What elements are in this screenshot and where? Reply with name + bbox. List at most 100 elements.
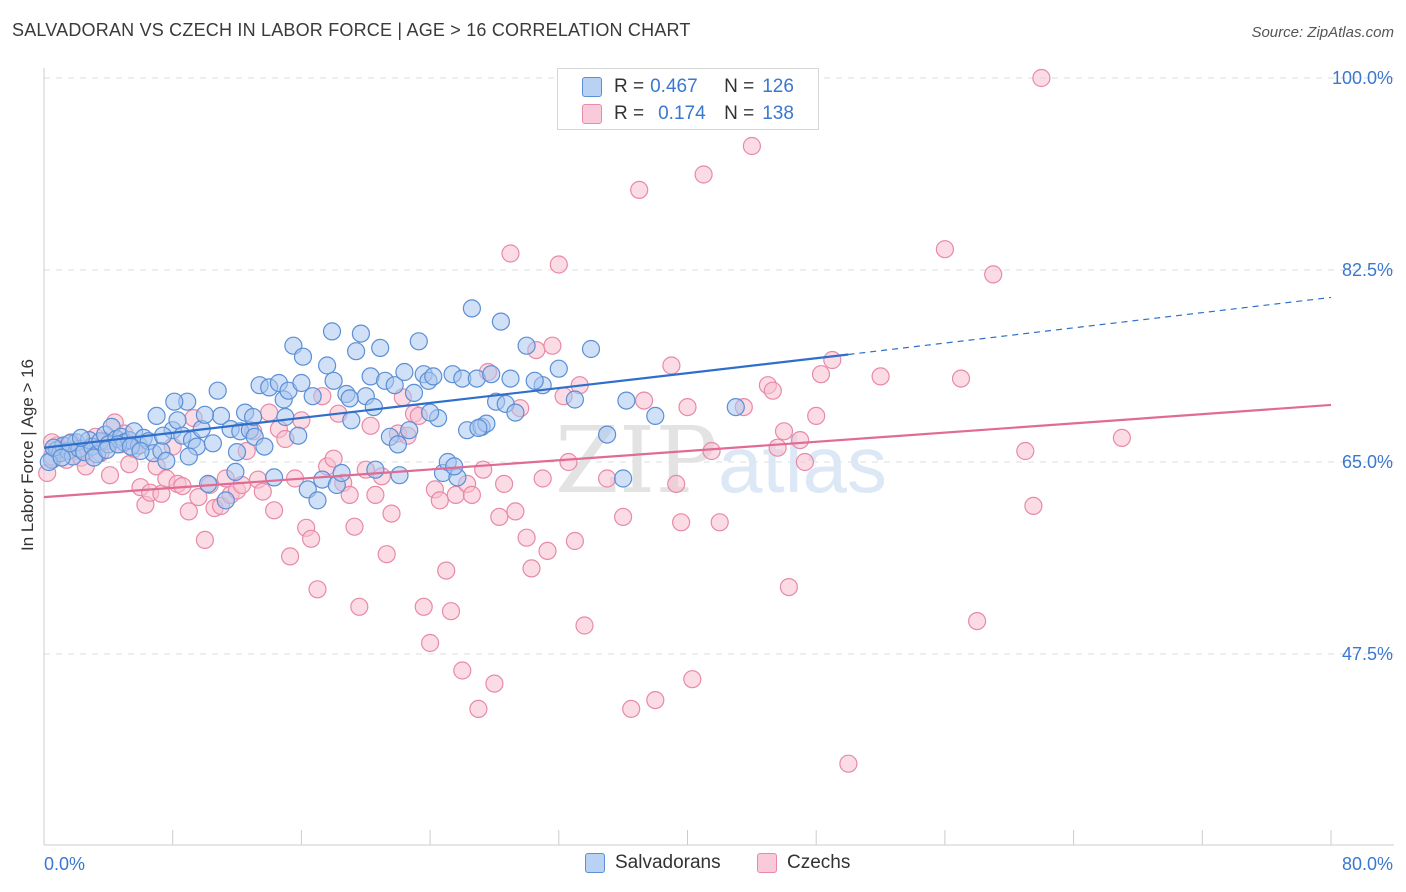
czechs-point <box>779 577 799 597</box>
watermark-zip: ZIP <box>555 407 717 514</box>
czechs-point <box>501 244 520 263</box>
salvadorans-point <box>131 441 150 461</box>
salvadorans-point <box>208 381 227 400</box>
czechs-point <box>179 502 198 521</box>
czechs-point <box>366 485 385 504</box>
salvadorans-point <box>265 468 284 487</box>
czechs-point <box>377 545 396 564</box>
czechs-point <box>308 580 327 599</box>
salvadorans-point <box>501 369 520 388</box>
salvadorans-point <box>255 437 274 456</box>
salvadorans-point <box>726 398 745 417</box>
salvadorans-point <box>203 434 222 453</box>
salvadorans-point <box>147 406 166 425</box>
czechs-point <box>350 597 369 616</box>
legend-item-salvadorans: Salvadorans <box>585 852 721 874</box>
czechs-point <box>613 507 633 527</box>
chart-title: SALVADORAN VS CZECH IN LABOR FORCE | AGE… <box>12 20 691 40</box>
czechs-point <box>967 611 987 631</box>
salvadorans-point <box>525 371 544 390</box>
tick-labels: 47.5% 65.0% 82.5% 100.0% 0.0% 80.0% <box>44 68 1393 874</box>
czechs-point <box>634 391 654 410</box>
czechs-point <box>253 482 272 501</box>
x-tick-label-max: 80.0% <box>1342 854 1393 874</box>
salvadorans-point <box>491 312 510 331</box>
salvadorans-point <box>597 425 617 444</box>
czechs-point <box>538 541 557 561</box>
legend-label-salvadorans: Salvadorans <box>615 852 721 873</box>
x-tick-label-min: 0.0% <box>44 854 85 874</box>
salvadorans-point <box>400 421 419 440</box>
czechs-point <box>742 136 762 156</box>
salvadorans-point <box>293 347 313 366</box>
czechs-point <box>683 670 702 689</box>
salvadorans-point <box>244 407 263 427</box>
czechs-point <box>345 517 364 536</box>
czechs-point <box>702 441 721 461</box>
salvadorans-trend-extension <box>848 296 1332 356</box>
salvadorans-point <box>646 406 665 425</box>
czechs-point <box>984 265 1003 284</box>
czechs-point <box>302 529 321 548</box>
czechs-point <box>1024 496 1043 515</box>
czechs-point <box>763 381 782 400</box>
n-key: N = <box>724 103 755 124</box>
y-axis-label: In Labor Force | Age > 16 <box>18 358 37 552</box>
czechs-point <box>597 469 617 488</box>
czechs-point <box>559 452 578 472</box>
czechs-point <box>1112 428 1132 447</box>
salvadorans-point <box>506 403 525 422</box>
czechs-point <box>324 449 343 468</box>
czechs-point <box>565 531 585 551</box>
y-tick-label: 100.0% <box>1332 68 1393 88</box>
salvadorans-point <box>424 367 443 386</box>
salvadorans-point <box>388 435 407 454</box>
salvadorans-point <box>409 332 428 351</box>
czechs-point <box>768 438 787 457</box>
n-key: N = <box>724 76 755 97</box>
czechs-point <box>462 485 481 504</box>
czechs-point <box>549 255 568 274</box>
chart-source: Source: ZipAtlas.com <box>1251 24 1394 41</box>
czechs-point <box>1032 68 1051 88</box>
salvadorans-point <box>308 491 327 510</box>
czechs-point <box>646 690 665 710</box>
salvadorans-point <box>332 463 351 483</box>
salvadorans-point <box>227 443 247 462</box>
czechs-point <box>790 431 810 450</box>
legend-row-czechs: R = 0.174 N = 138 <box>582 102 794 126</box>
czechs-point <box>382 504 401 523</box>
czechs-point <box>823 350 842 370</box>
salvadorans-point <box>322 322 342 341</box>
watermark: ZIP atlas <box>555 407 887 514</box>
czechs-point <box>430 491 449 510</box>
czechs-swatch <box>582 104 602 124</box>
salvadorans-point <box>276 407 295 427</box>
salvadorans-point <box>517 336 536 355</box>
salvadorans-point <box>395 362 414 382</box>
czechs-point <box>414 597 433 616</box>
n-value: 138 <box>762 103 794 124</box>
salvadorans-point <box>366 460 385 479</box>
czechs-point <box>543 336 562 355</box>
r-value: 0.467 <box>650 76 698 97</box>
salvadorans-point <box>216 491 235 510</box>
legend-stats: R = 0.467 N = 126 R = 0.174 N = 138 <box>557 68 819 130</box>
czechs-point <box>871 367 890 386</box>
czechs-point <box>495 474 514 493</box>
czechs-point <box>292 411 311 430</box>
czechs-point <box>281 547 300 566</box>
czechs-point <box>361 416 380 435</box>
czechs-point <box>951 369 971 388</box>
salvadorans-point <box>462 299 481 318</box>
legend-row-salvadorans: R = 0.467 N = 126 <box>582 75 794 99</box>
y-tick-label: 47.5% <box>1342 644 1393 664</box>
y-tick-label: 65.0% <box>1342 452 1393 472</box>
czechs-swatch <box>757 853 777 873</box>
salvadorans-point <box>469 418 488 438</box>
salvadorans-point <box>371 338 390 357</box>
czechs-points <box>38 68 1132 773</box>
czechs-point <box>807 406 826 425</box>
czechs-point <box>630 180 649 199</box>
salvadorans-point <box>364 398 383 417</box>
